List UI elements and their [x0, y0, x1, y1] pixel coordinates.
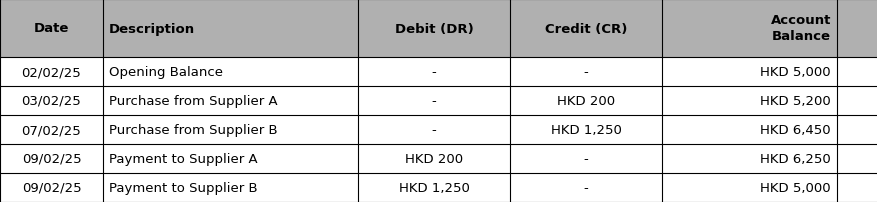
Text: 03/02/25: 03/02/25: [22, 95, 82, 107]
Text: Opening Balance: Opening Balance: [109, 66, 223, 79]
Bar: [0, 0, 877, 58]
Text: Date: Date: [34, 22, 69, 35]
Bar: [0, 144, 877, 173]
Text: -: -: [583, 181, 588, 194]
Text: HKD 5,000: HKD 5,000: [759, 181, 830, 194]
Text: 09/02/25: 09/02/25: [22, 152, 82, 165]
Bar: [0, 115, 877, 144]
Text: Account
Balance: Account Balance: [770, 14, 830, 43]
Text: 07/02/25: 07/02/25: [22, 123, 82, 136]
Text: HKD 1,250: HKD 1,250: [550, 123, 621, 136]
Text: Payment to Supplier B: Payment to Supplier B: [109, 181, 257, 194]
Text: HKD 5,200: HKD 5,200: [759, 95, 830, 107]
Text: Credit (CR): Credit (CR): [545, 22, 626, 35]
Text: Payment to Supplier A: Payment to Supplier A: [109, 152, 257, 165]
Text: Description: Description: [109, 22, 195, 35]
Text: -: -: [431, 95, 436, 107]
Text: HKD 5,000: HKD 5,000: [759, 66, 830, 79]
Text: 09/02/25: 09/02/25: [22, 181, 82, 194]
Text: HKD 6,450: HKD 6,450: [759, 123, 830, 136]
Bar: [0, 173, 877, 202]
Text: Debit (DR): Debit (DR): [394, 22, 473, 35]
Text: -: -: [583, 66, 588, 79]
Bar: [0, 87, 877, 115]
Text: 02/02/25: 02/02/25: [22, 66, 82, 79]
Text: HKD 200: HKD 200: [556, 95, 615, 107]
Text: Purchase from Supplier B: Purchase from Supplier B: [109, 123, 277, 136]
Bar: [0, 58, 877, 87]
Text: Purchase from Supplier A: Purchase from Supplier A: [109, 95, 277, 107]
Text: -: -: [583, 152, 588, 165]
Text: -: -: [431, 66, 436, 79]
Text: HKD 1,250: HKD 1,250: [398, 181, 469, 194]
Text: HKD 6,250: HKD 6,250: [759, 152, 830, 165]
Text: -: -: [431, 123, 436, 136]
Text: HKD 200: HKD 200: [404, 152, 462, 165]
